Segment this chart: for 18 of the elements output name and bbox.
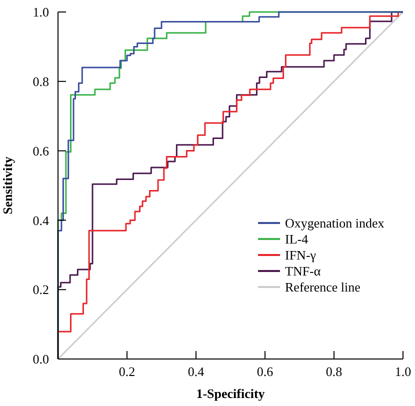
y-tick-label: 0.8 [32,74,49,89]
y-tick-label: 0.0 [32,352,49,367]
x-tick-label: 1.0 [394,364,412,379]
x-axis-title: 1-Specificity [196,386,266,401]
x-tick-label: 0.8 [326,364,342,379]
x-tick-label: 0.4 [188,364,205,379]
y-axis-title: Sensitivity [0,156,15,214]
x-tick-label: 0.2 [118,364,136,379]
y-tick-label: 1.0 [32,4,49,20]
legend-label: TNF-α [285,264,321,279]
legend-label: IFN-γ [285,248,316,263]
legend-label: Reference line [285,280,361,295]
x-tick-label: 0.6 [256,364,274,379]
y-tick-label: 0.4 [32,212,50,228]
y-tick-label: 0.6 [32,143,50,158]
legend-label: IL-4 [285,232,309,247]
y-tick-label: 0.2 [32,282,49,298]
legend-label: Oxygenation index [285,216,385,231]
